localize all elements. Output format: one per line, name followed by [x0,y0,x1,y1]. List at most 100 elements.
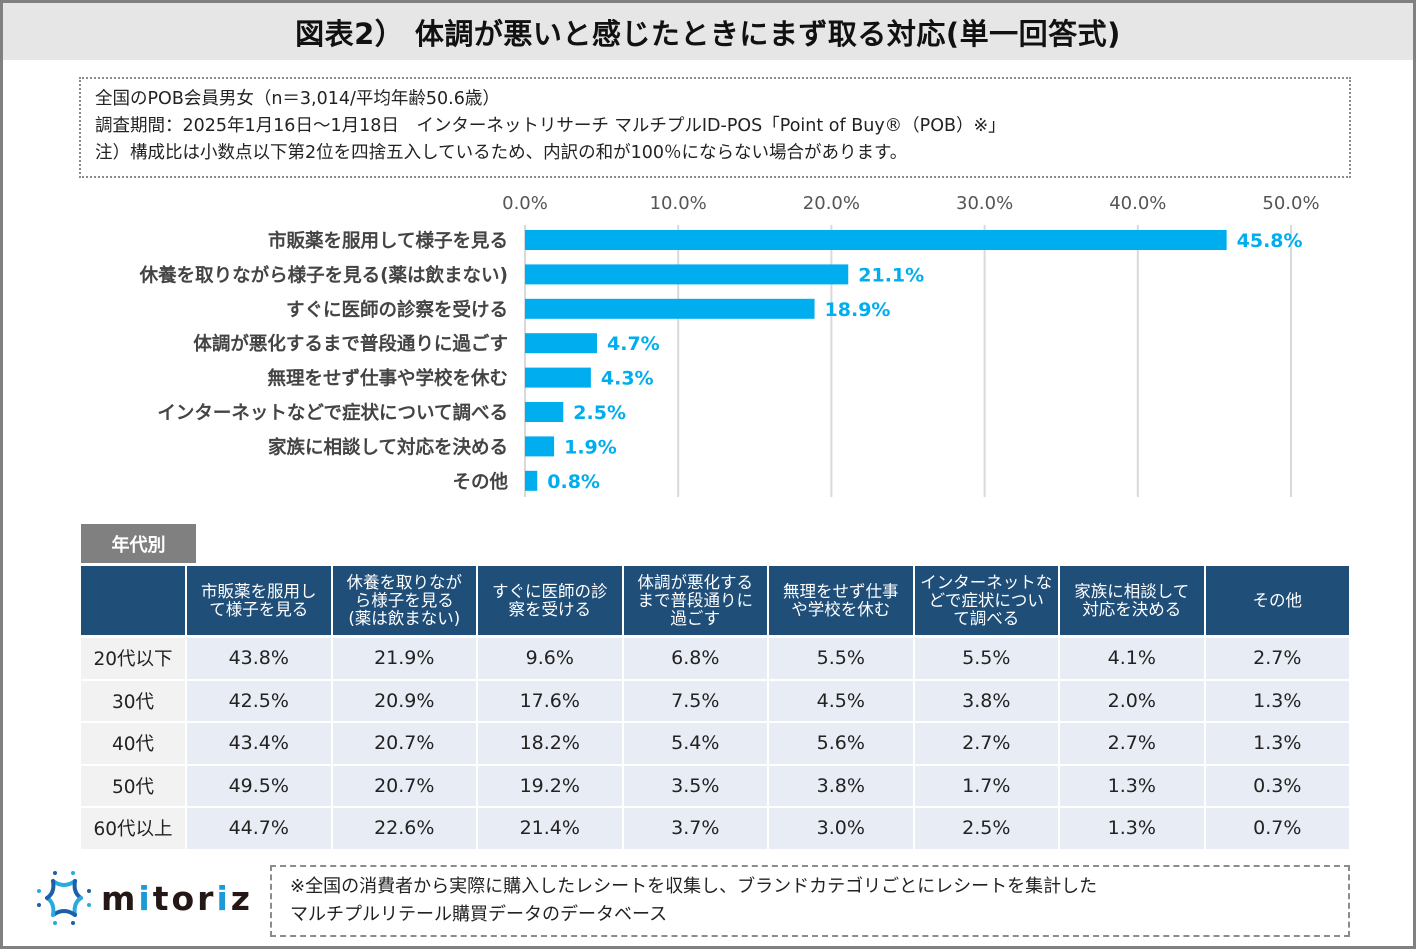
table-row: 20代以下 43.8% 21.9% 9.6% 6.8% 5.5% 5.5% 4.1% 2.7% [81,638,1349,681]
table-cell: 49.5% [187,765,331,808]
bar-chart-svg: 0.0% 10.0% 20.0% 30.0% 40.0% 50.0% 市販薬を服用して様子を… [139,193,1320,497]
table-cell: 3.8% [769,765,913,808]
table-cell: 1.3% [1205,723,1349,766]
header-text-line: インターネットな [920,572,1053,592]
category-label: 無理をせず仕事や学校を休む [267,368,508,390]
figure-title: 図表2） 体調が悪いと感じたときにまず取る対応(単一回答式) [295,16,1121,51]
table-cell: 2.7% [1205,638,1349,681]
table-cell: 43.8% [187,638,331,681]
table-row: 60代以上 44.7% 22.6% 21.4% 3.7% 3.0% 2.5% 1.3% 0.7% [81,808,1349,851]
table-cell: 4.5% [769,680,913,723]
table-cell: 0.7% [1205,808,1349,851]
table-column-header: 休養を取りなが ら様子を見る (薬は飲まない) [332,566,476,638]
table-cell: 3.7% [623,808,767,851]
bar [525,402,564,422]
category-label: 市販薬を服用して様子を見る [268,230,508,252]
footnote-line-2: マルチプルリテール購買データのデータベース [290,904,668,925]
category-label: その他 [452,471,508,493]
header-text-line: ら様子を見る [354,590,454,610]
table-cell: 44.7% [187,808,331,851]
x-tick-label: 50.0% [1262,193,1319,214]
header-text-line: 対応を決める [1082,599,1182,619]
header-text-line: 市販薬を服用し [201,581,317,601]
table-cell: 22.6% [332,808,476,851]
row-age-label: 30代 [81,680,185,723]
table-cell: 2.0% [1060,680,1204,723]
table-cell: 6.8% [623,638,767,681]
age-breakdown-table: 市販薬を服用し て様子を見る 休養を取りなが ら様子を見る (薬は飲まない) すぐに医師の… [79,566,1351,851]
table-cell: 42.5% [187,680,331,723]
table-column-header: 体調が悪化する まで普段通りに 過ごす [623,566,767,638]
table-cell: 19.2% [478,765,622,808]
value-label: 18.9% [825,299,891,321]
header-text-line: どで症状につい [928,590,1044,610]
mitoriz-logo: mitoriz [35,865,255,931]
survey-notes: 全国のPOB会員男女（n＝3,014/平均年齢50.6歳） 調査期間：2025年… [79,77,1351,178]
table-cell: 2.7% [1060,723,1204,766]
header-text-line: や学校を休む [791,599,891,619]
value-label: 4.3% [601,368,654,390]
header-text-line: 休養を取りなが [346,572,463,592]
title-bar: 図表2） 体調が悪いと感じたときにまず取る対応(単一回答式) [3,3,1413,60]
header-text-line: て様子を見る [209,599,309,619]
row-age-label: 40代 [81,723,185,766]
table-cell: 20.7% [332,765,476,808]
table-cell: 5.4% [623,723,767,766]
value-label: 2.5% [573,402,626,424]
table-column-header: 無理をせず仕事 や学校を休む [769,566,913,638]
header-text-line: て調べる [953,608,1020,628]
header-text-line: まで普段通りに [637,590,754,610]
category-label: 体調が悪化するまで普段通りに過ごす [193,333,508,355]
x-tick-label: 20.0% [803,193,860,214]
bar [525,230,1227,250]
note-period: 調査期間：2025年1月16日～1月18日 インターネットリサーチ マルチプルI… [95,116,1006,136]
note-sample: 全国のPOB会員男女（n＝3,014/平均年齢50.6歳） [95,89,500,109]
table-row: 50代 49.5% 20.7% 19.2% 3.5% 3.8% 1.7% 1.3% 0.3% [81,765,1349,808]
row-age-label: 50代 [81,765,185,808]
table-body: 20代以下 43.8% 21.9% 9.6% 6.8% 5.5% 5.5% 4.1% 2.7% 3… [81,638,1349,851]
table-cell: 0.3% [1205,765,1349,808]
header-text-line: 家族に相談して [1074,581,1190,601]
bar [525,264,849,285]
table-cell: 2.7% [914,723,1058,766]
table-cell: 18.2% [478,723,622,766]
header-text-line: (薬は飲まない) [348,608,461,628]
pob-footnote: ※全国の消費者から実際に購入したレシートを収集し、ブランドカテゴリごとにレシート… [270,865,1350,937]
value-label: 45.8% [1237,230,1303,252]
x-tick-label: 40.0% [1109,193,1166,214]
note-rounding: 注）構成比は小数点以下第2位を四捨五入しているため、内訳の和が100％にならない… [95,143,908,163]
table-cell: 5.6% [769,723,913,766]
row-age-label: 60代以上 [81,808,185,851]
x-tick-label: 30.0% [956,193,1013,214]
category-label: 休養を取りながら様子を見る(薬は飲まない) [139,264,508,286]
table-cell: 17.6% [478,680,622,723]
table-column-header: 家族に相談して 対応を決める [1060,566,1204,638]
age-section-tag: 年代別 [81,524,196,563]
table-cell: 20.7% [332,723,476,766]
header-text-line: 察を受ける [508,599,592,619]
table-cell: 21.9% [332,638,476,681]
table-column-header: その他 [1205,566,1349,638]
table-cell: 5.5% [769,638,913,681]
table-cell: 1.7% [914,765,1058,808]
table-cell: 20.9% [332,680,476,723]
table-cell: 1.3% [1060,765,1204,808]
bar [525,470,538,491]
table-cell: 1.3% [1060,808,1204,851]
category-label: 家族に相談して対応を決める [268,436,508,458]
bar [525,333,598,354]
value-label: 1.9% [564,436,617,458]
logo-wordmark: mitoriz [101,878,253,918]
footnote-line-1: ※全国の消費者から実際に購入したレシートを収集し、ブランドカテゴリごとにレシート… [290,876,1098,897]
table-cell: 43.4% [187,723,331,766]
table-cell: 5.5% [914,638,1058,681]
value-label: 21.1% [858,264,924,286]
value-label: 4.7% [607,333,660,355]
table-header-corner [81,566,185,638]
table-cell: 3.0% [769,808,913,851]
mitoriz-star-logo-icon [37,871,91,925]
header-text-line: 無理をせず仕事 [783,581,899,601]
category-label: インターネットなどで症状について調べる [157,402,508,424]
bar [525,298,815,319]
